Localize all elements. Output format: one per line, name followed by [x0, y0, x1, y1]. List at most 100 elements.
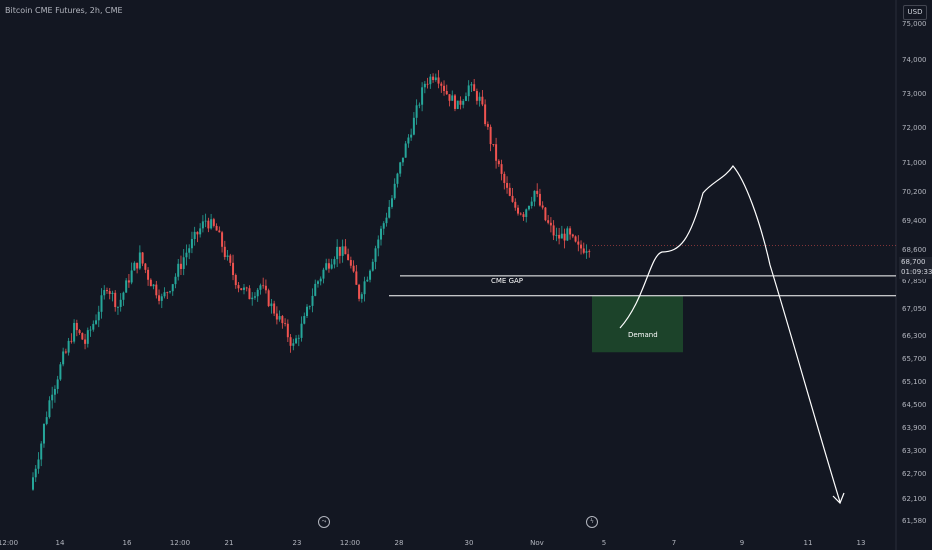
candle-body [497, 160, 500, 165]
candle-body [264, 285, 267, 291]
candle-body [536, 190, 539, 194]
candle-body [62, 351, 65, 365]
candle-body [275, 313, 278, 320]
candle-body [177, 263, 180, 277]
candle-body [103, 290, 106, 296]
candle-body [286, 323, 289, 338]
time-tick: 12:00 [170, 539, 190, 547]
candle-body [221, 232, 224, 247]
candle-body [508, 187, 511, 196]
projection-path[interactable] [619, 165, 841, 503]
candle-body [514, 201, 517, 208]
price-tick: 70,200 [902, 188, 927, 196]
candle-body [327, 263, 330, 269]
candle-body [421, 87, 424, 105]
candle-body [347, 254, 350, 261]
candle-body [240, 288, 243, 290]
candle-body [404, 143, 407, 158]
candle-body [396, 173, 399, 184]
candle-body [86, 330, 89, 344]
time-axis: 12:00 14 16 12:00 21 23 12:00 28 30 Nov 5 7 9 11 13 [0, 539, 865, 547]
candle-body [434, 77, 437, 81]
candle-body [426, 83, 429, 85]
candle-body [311, 295, 314, 306]
candle-body [295, 338, 298, 344]
candle-body [432, 76, 435, 81]
candle-body [407, 137, 410, 144]
time-tick: 13 [857, 539, 866, 547]
candle-body [212, 219, 215, 226]
candle-body [297, 337, 300, 339]
candle-body [558, 234, 561, 239]
candle-body [316, 281, 319, 284]
candle-body [251, 297, 254, 300]
candle-body [42, 423, 45, 444]
candle-body [552, 225, 555, 236]
time-tick: 30 [465, 539, 474, 547]
candle-body [34, 468, 37, 478]
candle-body [188, 248, 191, 253]
candle-body [344, 246, 347, 255]
candle-body [138, 252, 141, 269]
demand-zone[interactable] [592, 295, 683, 353]
candle-body [555, 234, 558, 236]
price-tick: 65,700 [902, 355, 927, 363]
candle-body [569, 228, 572, 235]
candle-body [530, 201, 533, 206]
candle-body [538, 193, 541, 206]
candle-body [560, 233, 563, 239]
candle-body [179, 263, 182, 269]
candle-body [360, 294, 363, 299]
candle-body [574, 236, 577, 242]
candle-body [144, 263, 147, 270]
chart-title: Bitcoin CME Futures, 2h, CME [5, 6, 123, 15]
price-tick: 65,100 [902, 378, 927, 386]
price-tick: 62,700 [902, 470, 927, 478]
price-tick: 71,000 [902, 159, 927, 167]
currency-button[interactable]: USD [903, 5, 927, 20]
candle-body [160, 296, 163, 301]
candle-body [229, 255, 232, 263]
candle-body [401, 157, 404, 163]
candle-body [473, 84, 476, 92]
candle-body [303, 316, 306, 324]
candle-body [152, 284, 155, 287]
candle-body [218, 230, 221, 233]
candle-body [284, 323, 287, 324]
candle-body [306, 306, 309, 317]
candle-body [547, 220, 550, 223]
price-tick: 75,000 [902, 20, 927, 28]
candle-body [369, 270, 372, 280]
candle-body [338, 246, 341, 256]
time-tick: 7 [672, 539, 676, 547]
candle-body [511, 195, 514, 202]
candle-body [289, 337, 292, 346]
event-marker-dividend[interactable]: ⤳ [318, 516, 330, 528]
candle-body [56, 379, 59, 389]
candle-body [390, 198, 393, 207]
candle-body [585, 251, 588, 253]
candle-body [489, 126, 492, 145]
candle-body [149, 279, 152, 287]
candle-body [500, 164, 503, 174]
candle-body [366, 279, 369, 282]
time-tick: 21 [225, 539, 234, 547]
candle-body [59, 364, 62, 380]
candle-body [223, 246, 226, 257]
candle-body [382, 223, 385, 229]
candle-body [385, 217, 388, 224]
candle-body [237, 285, 240, 289]
event-marker-split[interactable]: ϟ [586, 516, 598, 528]
candle-body [92, 323, 95, 330]
candle-body [81, 333, 84, 340]
candle-body [470, 84, 473, 86]
candle-body [100, 295, 103, 312]
candle-body [75, 322, 78, 331]
candle-body [580, 244, 583, 249]
candle-body [423, 83, 426, 88]
candle-body [45, 417, 48, 424]
candle-body [412, 117, 415, 135]
candle-body [259, 285, 262, 290]
candle-body [78, 330, 81, 334]
